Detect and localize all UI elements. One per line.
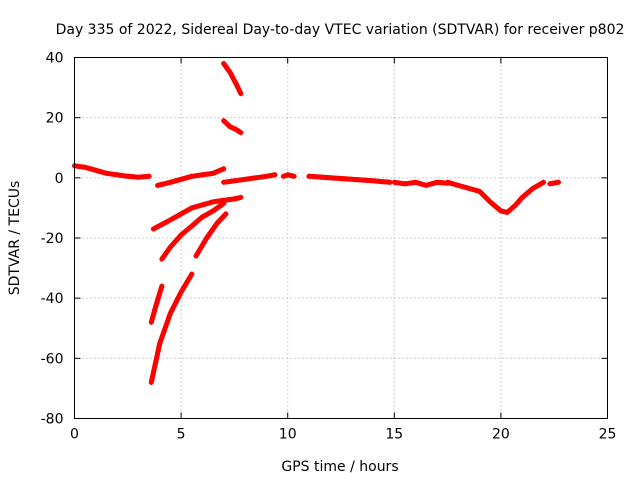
series-arc-main-3	[221, 172, 278, 185]
series-arc-high-1	[221, 61, 244, 97]
data-point-marker	[170, 179, 176, 185]
y-tick-label: -60	[41, 351, 64, 367]
series-arc-main-1	[72, 163, 152, 180]
series-arc-steep-3	[159, 200, 227, 262]
data-point-marker	[207, 200, 213, 206]
grid	[74, 57, 608, 419]
tick-labels: 0 5 10 15 20 25 -80 -60 -40 -20 0 20 40	[41, 51, 617, 443]
data-point-marker	[159, 283, 165, 289]
series-arc-main-8	[547, 179, 561, 187]
data-point-marker	[421, 182, 427, 188]
axis-ticks	[74, 57, 608, 419]
data-point-marker	[466, 185, 472, 191]
data-point-marker	[93, 167, 99, 173]
x-tick-label: 15	[385, 427, 403, 443]
data-point-marker	[413, 179, 419, 185]
data-point-marker	[445, 179, 451, 185]
x-tick-label: 10	[279, 427, 297, 443]
data-point-marker	[431, 180, 437, 186]
data-point-marker	[238, 194, 244, 200]
data-point-marker	[191, 204, 197, 210]
data-point-marker	[463, 185, 469, 191]
series-arc-main-2	[155, 166, 227, 188]
data-point-marker	[418, 181, 424, 187]
x-tick-label: 20	[492, 427, 510, 443]
series-layer	[72, 61, 561, 385]
data-point-marker	[556, 179, 561, 185]
data-point-marker	[291, 173, 297, 179]
y-tick-label: -80	[41, 412, 64, 428]
data-point-marker	[155, 297, 161, 303]
data-point-marker	[461, 184, 467, 190]
x-tick-label: 25	[599, 427, 617, 443]
data-point-marker	[272, 172, 278, 178]
data-point-marker	[175, 177, 181, 183]
series-arc-main-4	[280, 172, 297, 179]
data-point-marker	[450, 181, 456, 187]
data-point-marker	[186, 174, 192, 180]
data-point-marker	[98, 169, 104, 175]
series-arc-steep-4	[193, 211, 229, 259]
y-axis-label: SDTVAR / TECUs	[7, 181, 23, 296]
series-arc-main-7	[445, 179, 546, 215]
series-arc-main-5	[306, 173, 393, 185]
series-arc-steep-1	[148, 271, 195, 385]
data-point-marker	[387, 179, 393, 185]
x-tick-label: 0	[70, 427, 79, 443]
y-tick-label: 20	[46, 111, 64, 127]
data-point-marker	[221, 166, 227, 172]
data-point-marker	[150, 312, 156, 318]
series-arc-steep-2	[148, 283, 165, 325]
y-tick-label: -20	[41, 231, 64, 247]
data-point-marker	[158, 336, 164, 342]
data-point-marker	[541, 179, 546, 185]
x-tick-label: 5	[177, 427, 186, 443]
y-tick-label: 40	[46, 51, 64, 67]
data-point-marker	[197, 203, 203, 209]
y-tick-label: -40	[41, 291, 64, 307]
data-point-marker	[471, 187, 477, 193]
data-point-marker	[426, 182, 432, 188]
data-point-marker	[88, 166, 93, 172]
data-point-marker	[189, 271, 195, 277]
data-point-marker	[181, 176, 187, 182]
data-point-marker	[455, 182, 461, 188]
data-point-marker	[458, 183, 464, 189]
data-point-marker	[165, 317, 171, 323]
data-point-marker	[423, 182, 429, 188]
series-arc-steep-5	[150, 194, 244, 232]
data-point-marker	[82, 164, 88, 170]
data-point-marker	[223, 211, 229, 217]
chart-title: Day 335 of 2022, Sidereal Day-to-day VTE…	[56, 22, 625, 38]
data-point-marker	[453, 182, 459, 188]
data-point-marker	[474, 188, 480, 194]
data-point-marker	[469, 186, 475, 192]
data-point-marker	[146, 173, 152, 179]
series-arc-high-2	[221, 118, 244, 136]
data-point-marker	[238, 130, 244, 136]
x-axis-label: GPS time / hours	[281, 459, 398, 475]
data-point-marker	[202, 201, 208, 207]
y-tick-label: 0	[55, 171, 64, 187]
data-point-marker	[238, 91, 244, 97]
